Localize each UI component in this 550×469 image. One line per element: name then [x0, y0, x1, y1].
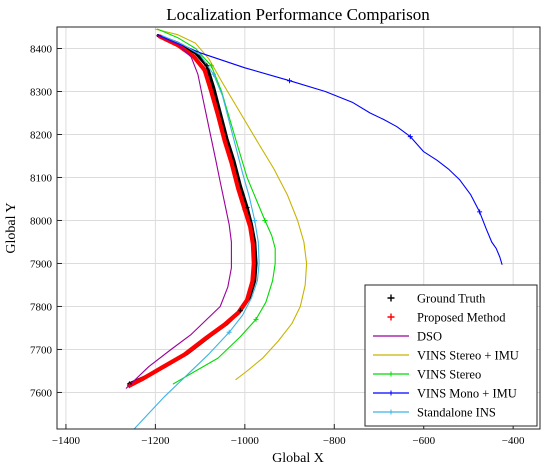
series-marker-standalone-ins: [211, 71, 217, 77]
legend-label: Standalone INS: [417, 406, 496, 420]
y-tick-label: 7600: [30, 387, 53, 399]
series-layer: [125, 28, 503, 429]
legend-label: VINS Mono + IMU: [417, 387, 517, 401]
legend-marker: [387, 313, 395, 321]
series-marker-proposed-method: [235, 310, 241, 316]
x-axis-label: Global X: [272, 451, 324, 466]
y-tick-label: 8100: [30, 172, 53, 184]
x-tick-label: −800: [323, 435, 346, 447]
y-tick-label: 8300: [30, 86, 53, 98]
series-marker-proposed-method: [242, 207, 248, 213]
axis-ticks: −1400 −1200 −1000 −800 −600 −400 7600 7700 7800 7…: [30, 43, 525, 447]
legend-label: Proposed Method: [417, 311, 506, 325]
series-marker-vins-mono-imu: [477, 209, 483, 215]
plot-frame: [56, 26, 541, 430]
series-marker-vins-stereo: [262, 217, 268, 223]
legend: Ground Truth Proposed Method DSO VINS Stere…: [364, 284, 538, 427]
legend-marker: [387, 294, 395, 302]
series-line-dso: [125, 35, 232, 389]
series-marker-ground-truth: [204, 63, 210, 69]
series-marker-vins-mono-imu: [407, 134, 413, 140]
series-line-vins-stereo: [157, 28, 276, 385]
legend-marker: [388, 371, 394, 377]
series-line-proposed-method: [127, 34, 256, 388]
y-tick-label: 7700: [30, 344, 53, 356]
x-tick-label: −1200: [141, 435, 170, 447]
series-marker-proposed-method: [126, 383, 132, 389]
gridlines: [57, 27, 540, 429]
series-line-vins-stereo-imu: [154, 28, 308, 381]
chart-title: Localization Performance Comparison: [166, 5, 430, 24]
x-tick-label: −1400: [52, 435, 81, 447]
legend-marker: [388, 390, 394, 396]
series-marker-vins-stereo: [253, 316, 259, 322]
y-tick-label: 7800: [30, 301, 53, 313]
y-tick-label: 8000: [30, 215, 53, 227]
y-tick-label: 8400: [30, 43, 53, 55]
series-marker-standalone-ins: [252, 217, 258, 223]
y-axis-label: Global Y: [4, 202, 19, 253]
series-marker-proposed-method: [202, 67, 208, 73]
y-tick-label: 8200: [30, 129, 53, 141]
legend-label: DSO: [417, 330, 442, 344]
x-tick-label: −600: [412, 435, 435, 447]
y-tick-label: 7900: [30, 258, 53, 270]
legend-marker: [388, 409, 394, 415]
legend-label: VINS Stereo + IMU: [417, 349, 519, 363]
x-tick-label: −400: [502, 435, 525, 447]
series-line-vins-mono-imu: [157, 34, 503, 265]
series-line-standalone-ins: [133, 35, 260, 429]
series-marker-standalone-ins: [226, 329, 232, 335]
x-tick-label: −1000: [231, 435, 260, 447]
series-marker-vins-mono-imu: [287, 78, 293, 84]
legend-label: Ground Truth: [417, 292, 486, 306]
series-marker-vins-stereo: [208, 63, 214, 69]
legend-label: VINS Stereo: [417, 368, 481, 382]
